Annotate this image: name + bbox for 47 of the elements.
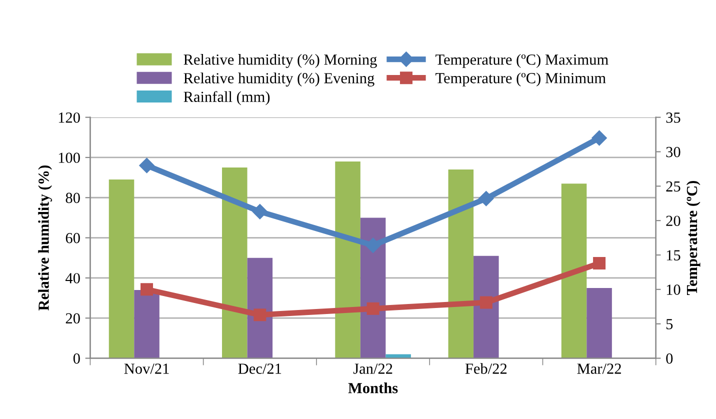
y-tick-label: 100 [58, 152, 80, 163]
bar [561, 184, 587, 358]
point [140, 283, 154, 296]
x-tick-label: Feb/22 [465, 363, 507, 374]
legend-label: Temperature (ºC) Maximum [436, 54, 608, 68]
bar [448, 170, 474, 358]
y2-axis-title: Temperature (ºC) [686, 180, 700, 296]
bar [247, 258, 273, 358]
legend-label: Relative humidity (%) Morning [184, 54, 377, 68]
bar [474, 256, 499, 358]
point [478, 190, 494, 206]
y2-tick-label: 20 [666, 216, 680, 226]
x-axis-title: Months [348, 382, 398, 394]
legend-label: Rainfall (mm) [184, 91, 270, 106]
point [252, 204, 268, 220]
y-tick-label: 80 [66, 192, 80, 204]
point [139, 158, 154, 174]
y-tick-label: 0 [73, 353, 80, 364]
y-tick-label: 120 [58, 112, 80, 123]
legend-label: Relative humidity (%) Evening [184, 72, 374, 87]
y2-tick-label: 5 [666, 319, 673, 330]
bar [586, 288, 612, 358]
y2-tick-label: 35 [666, 112, 680, 123]
bar [335, 161, 360, 358]
bar [108, 180, 134, 358]
point [593, 257, 606, 270]
y-tick-label: 60 [66, 232, 80, 244]
bar [134, 290, 160, 358]
point [254, 308, 266, 322]
bar [222, 168, 248, 358]
x-tick-label: Dec/21 [238, 364, 282, 374]
point [480, 296, 492, 309]
y-tick-label: 40 [66, 273, 80, 284]
point [365, 238, 381, 253]
y2-tick-label: 0 [666, 353, 673, 364]
y2-tick-label: 30 [666, 146, 680, 158]
y-axis-title: Relative humidity (%) [38, 165, 52, 311]
y2-tick-label: 25 [666, 181, 680, 192]
y2-tick-label: 15 [666, 250, 680, 260]
y-tick-label: 20 [66, 313, 80, 324]
x-tick-label: Nov/21 [124, 364, 169, 374]
x-tick-label: Mar/22 [577, 364, 621, 374]
legend-label: Temperature (ºC) Minimum [436, 72, 606, 86]
point [366, 302, 380, 315]
y2-tick-label: 10 [666, 284, 680, 295]
x-tick-label: Jan/22 [353, 364, 392, 374]
point [592, 130, 607, 146]
